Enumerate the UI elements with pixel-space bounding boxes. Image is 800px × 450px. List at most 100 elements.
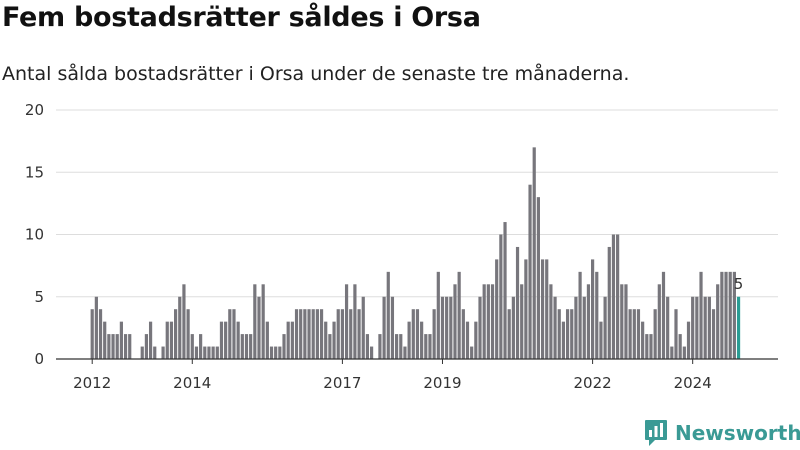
bar bbox=[649, 334, 653, 359]
bar bbox=[732, 271, 736, 359]
bar bbox=[332, 321, 336, 359]
bar bbox=[666, 296, 670, 359]
bar bbox=[369, 346, 374, 359]
bar bbox=[482, 284, 486, 359]
bar bbox=[540, 259, 545, 359]
bar bbox=[186, 309, 190, 359]
bar bbox=[303, 309, 307, 359]
x-tick-label: 2024 bbox=[674, 374, 712, 392]
bar bbox=[319, 309, 324, 359]
bar bbox=[536, 197, 540, 359]
bar bbox=[636, 309, 641, 359]
bar bbox=[103, 321, 107, 359]
bar bbox=[724, 271, 728, 359]
y-tick-label: 20 bbox=[25, 101, 44, 119]
bar bbox=[390, 296, 395, 359]
bar bbox=[532, 147, 536, 359]
bar bbox=[486, 284, 490, 359]
bar bbox=[203, 346, 207, 359]
bar bbox=[211, 346, 215, 359]
bar bbox=[340, 309, 344, 359]
bar bbox=[236, 321, 240, 359]
newsworthy-logo-icon bbox=[645, 420, 667, 446]
bar bbox=[578, 271, 582, 359]
bar bbox=[545, 259, 549, 359]
bar bbox=[495, 259, 499, 359]
bar bbox=[349, 309, 353, 359]
bar bbox=[470, 346, 474, 359]
bar bbox=[728, 271, 732, 359]
bar bbox=[432, 309, 436, 359]
bar bbox=[645, 334, 649, 359]
bar bbox=[344, 284, 349, 359]
bar bbox=[107, 334, 111, 359]
bar bbox=[123, 334, 128, 359]
bar bbox=[403, 346, 407, 359]
bar bbox=[661, 271, 666, 359]
bar bbox=[144, 334, 149, 359]
bar bbox=[674, 309, 678, 359]
bar bbox=[386, 271, 390, 359]
bar bbox=[244, 334, 249, 359]
bar bbox=[678, 334, 682, 359]
bar bbox=[378, 334, 382, 359]
bar bbox=[282, 334, 286, 359]
x-tick-label: 2017 bbox=[323, 374, 361, 392]
bar bbox=[265, 321, 269, 359]
bar bbox=[445, 296, 449, 359]
bar bbox=[686, 321, 691, 359]
bar bbox=[411, 309, 415, 359]
bar bbox=[382, 296, 386, 359]
bar bbox=[515, 246, 520, 359]
bar bbox=[574, 296, 578, 359]
bar bbox=[111, 334, 115, 359]
bar bbox=[570, 309, 574, 359]
bar bbox=[465, 321, 470, 359]
bar bbox=[616, 234, 620, 359]
bar bbox=[599, 321, 603, 359]
bar bbox=[119, 321, 123, 359]
bar bbox=[294, 309, 299, 359]
bar bbox=[707, 296, 711, 359]
bar bbox=[357, 309, 361, 359]
x-tick-label: 2019 bbox=[423, 374, 461, 392]
bar bbox=[240, 334, 244, 359]
highlighted-bar bbox=[736, 296, 741, 359]
bar bbox=[428, 334, 432, 359]
bar bbox=[178, 296, 182, 359]
bar bbox=[711, 309, 716, 359]
y-tick-label: 0 bbox=[34, 350, 44, 368]
bar bbox=[232, 309, 236, 359]
bar bbox=[561, 321, 566, 359]
bar-chart: 0 5 10 15 20 2012 2014 2017 2019 2022 2024 5 bbox=[25, 101, 778, 392]
newsworthy-logo: Newsworthy bbox=[644, 418, 800, 448]
bar bbox=[261, 284, 265, 359]
bar bbox=[207, 346, 211, 359]
chart-subtitle: Antal sålda bostadsrätter i Orsa under d… bbox=[2, 63, 630, 85]
bar bbox=[624, 284, 628, 359]
bar bbox=[199, 334, 203, 359]
bar bbox=[140, 346, 144, 359]
bar bbox=[716, 284, 720, 359]
bar bbox=[549, 284, 553, 359]
brand-name: Newsworthy bbox=[675, 421, 800, 445]
bar bbox=[365, 334, 370, 359]
x-tick-label: 2014 bbox=[173, 374, 211, 392]
bar bbox=[457, 271, 461, 359]
bar bbox=[420, 321, 424, 359]
bar bbox=[628, 309, 632, 359]
bar bbox=[499, 234, 503, 359]
bar bbox=[224, 321, 228, 359]
bar bbox=[128, 334, 132, 359]
bar bbox=[695, 296, 699, 359]
bar bbox=[353, 284, 357, 359]
bar bbox=[153, 346, 157, 359]
bar bbox=[90, 309, 94, 359]
bar bbox=[328, 334, 332, 359]
bar bbox=[503, 222, 507, 359]
bar bbox=[219, 321, 224, 359]
bar bbox=[228, 309, 232, 359]
bar bbox=[553, 296, 557, 359]
bar bbox=[361, 296, 365, 359]
bar bbox=[274, 346, 278, 359]
